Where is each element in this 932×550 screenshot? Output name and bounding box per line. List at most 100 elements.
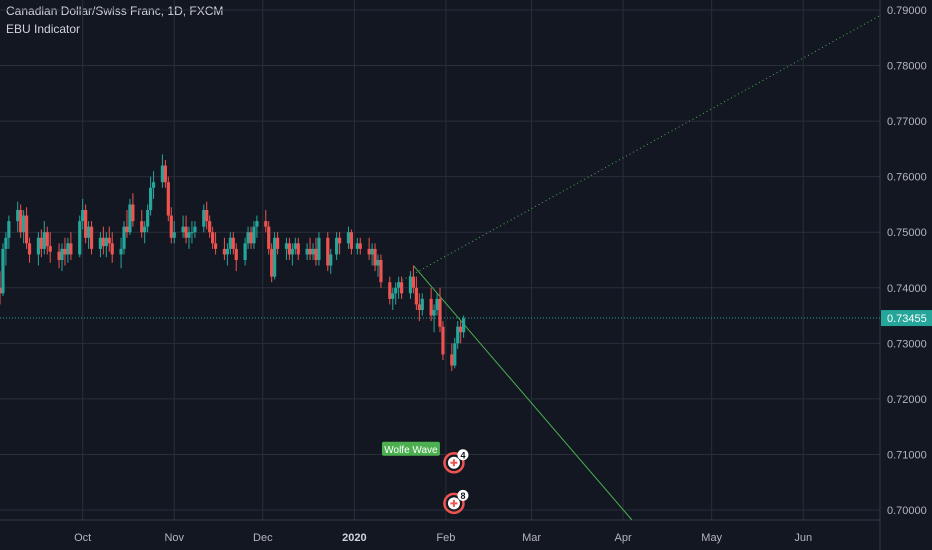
candle — [122, 221, 126, 255]
candle-body — [22, 215, 26, 233]
candle — [311, 243, 315, 260]
candle-body — [317, 237, 321, 260]
candle-body — [349, 232, 354, 249]
candle-body — [373, 248, 377, 266]
candle-body — [208, 221, 212, 233]
candle — [270, 243, 274, 283]
candle — [308, 237, 312, 260]
candle-body — [45, 232, 49, 247]
candle — [24, 207, 29, 249]
candle — [397, 276, 401, 299]
time-tick-label: Nov — [164, 532, 184, 544]
candle-body — [78, 221, 82, 255]
time-axis[interactable]: Oct Nov Dec 2020 Feb Mar Apr May Jun — [74, 532, 812, 544]
candle — [376, 254, 380, 277]
candle-body — [456, 326, 460, 344]
price-axis[interactable]: 0.79000 0.78000 0.77000 0.76000 0.75000 0.740… — [881, 5, 932, 517]
price-tick-label: 0.73000 — [887, 338, 927, 350]
wolfe-wave-label: Wolfe Wave — [384, 445, 438, 456]
candle-body — [81, 210, 85, 222]
candle — [432, 304, 436, 333]
wolfe-wave-tag — [381, 441, 440, 456]
candle-body — [264, 221, 268, 227]
candle — [335, 232, 339, 260]
signal-ring — [443, 492, 465, 515]
candle — [22, 210, 26, 244]
candle — [246, 226, 250, 249]
candle — [462, 315, 466, 338]
candle-body — [84, 210, 88, 238]
price-tick-label: 0.78000 — [887, 61, 927, 73]
candle-body — [314, 248, 318, 260]
time-tick-label: Dec — [253, 532, 273, 544]
candle-body — [228, 237, 232, 249]
candle — [60, 243, 64, 272]
candle-body — [151, 182, 156, 188]
candle-body — [417, 304, 421, 310]
candle — [107, 226, 111, 252]
signal-badge — [457, 489, 469, 501]
candle-body — [60, 248, 64, 260]
price-tick-label: 0.77000 — [887, 116, 927, 128]
price-tick-label: 0.75000 — [887, 227, 927, 239]
candle — [163, 160, 167, 188]
candle — [411, 265, 416, 294]
candle-body — [411, 276, 416, 288]
candle — [1, 243, 5, 297]
candle-body — [275, 237, 280, 249]
candle-body — [432, 310, 436, 316]
candle — [388, 276, 392, 305]
candle-body — [370, 248, 374, 255]
candle-body — [397, 282, 401, 288]
candle-body — [211, 232, 215, 244]
candle — [57, 243, 61, 269]
candle-body — [414, 287, 418, 305]
candle-body — [69, 243, 73, 255]
candle — [231, 232, 235, 255]
candle — [264, 210, 268, 233]
candle — [172, 221, 176, 244]
candle-body — [346, 232, 351, 244]
candle-body — [39, 237, 43, 249]
candle-body — [63, 248, 67, 255]
grid — [0, 0, 881, 550]
candle-body — [305, 248, 309, 255]
candle — [169, 207, 173, 244]
candle-body — [143, 226, 147, 233]
candle — [284, 237, 289, 260]
candle — [450, 343, 454, 372]
candle — [417, 293, 421, 322]
candle — [400, 276, 404, 299]
candle — [4, 232, 8, 266]
candle — [349, 229, 354, 255]
candle-body — [249, 232, 253, 244]
candle — [66, 237, 70, 263]
candle-body — [225, 248, 229, 255]
candle — [125, 210, 129, 238]
candle — [16, 201, 20, 233]
signal-badge — [457, 449, 469, 461]
candle-body — [89, 226, 94, 249]
candle — [89, 221, 94, 255]
candle — [358, 237, 362, 255]
candle-body — [273, 237, 277, 277]
indicator-label: EBU Indicator — [6, 22, 81, 36]
candle-body — [326, 237, 330, 266]
trendlines — [0, 15, 881, 521]
candle-body — [193, 226, 197, 233]
candle — [420, 293, 424, 316]
candle — [81, 198, 85, 230]
candle — [0, 271, 2, 305]
candle — [151, 171, 156, 199]
candle — [190, 221, 194, 244]
candle-body — [231, 237, 235, 249]
candle — [255, 215, 259, 238]
candle-body — [205, 210, 209, 222]
candle-body — [187, 232, 191, 238]
candle-body — [160, 165, 165, 183]
annotation-marker: 8 — [443, 489, 469, 515]
candle-body — [163, 165, 167, 183]
price-tick-label: 0.71000 — [887, 449, 927, 461]
candle-body — [125, 226, 129, 233]
